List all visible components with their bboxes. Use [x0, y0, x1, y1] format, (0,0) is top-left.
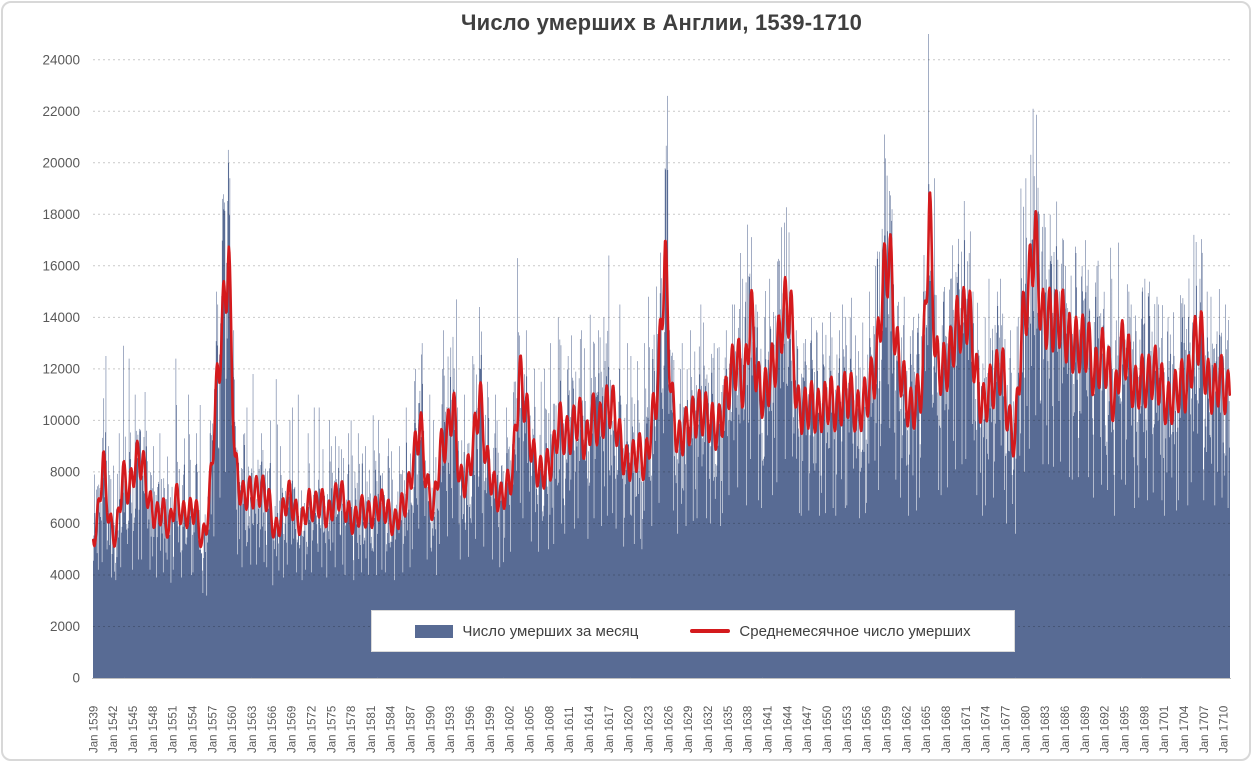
x-axis-label: Jan 1638 [743, 706, 755, 753]
x-axis-label: Jan 1575 [326, 706, 338, 753]
x-axis-label: Jan 1668 [941, 706, 953, 753]
legend-box: Число умерших за месяц Среднемесячное чи… [371, 610, 1015, 652]
y-axis-label: 16000 [42, 258, 80, 273]
line-series-swatch-icon [690, 629, 731, 633]
x-axis-label: Jan 1548 [148, 706, 160, 753]
x-axis-label: Jan 1590 [425, 706, 437, 753]
monthly-deaths-bars [93, 34, 1230, 678]
x-axis-label: Jan 1551 [168, 706, 180, 753]
x-axis-label: Jan 1581 [366, 706, 378, 753]
x-axis-label: Jan 1644 [782, 705, 794, 753]
x-axis-label: Jan 1683 [1040, 706, 1052, 753]
x-axis-label: Jan 1605 [525, 706, 537, 753]
bar-series-swatch-icon [415, 624, 454, 638]
legend-label-line: Среднемесячное число умерших [739, 622, 971, 640]
x-axis-label: Jan 1587 [406, 706, 418, 753]
y-axis-label: 4000 [50, 568, 80, 583]
y-axis-label: 0 [72, 671, 80, 686]
y-axis-label: 14000 [42, 310, 80, 325]
average-line-series [91, 191, 1232, 549]
x-axis-label: Jan 1620 [624, 706, 636, 753]
x-axis-label: Jan 1608 [544, 706, 556, 753]
y-axis-label: 8000 [50, 464, 80, 479]
x-axis-label: Jan 1701 [1159, 706, 1171, 753]
x-axis-label: Jan 1566 [267, 706, 279, 753]
x-axis-label: Jan 1659 [882, 706, 894, 753]
x-axis-label: Jan 1674 [981, 705, 993, 753]
x-axis-label: Jan 1647 [802, 706, 814, 753]
x-axis-label: Jan 1557 [207, 706, 219, 753]
x-axis-label: Jan 1626 [663, 706, 675, 753]
chart-title: Число умерших в Англии, 1539-1710 [460, 10, 863, 35]
x-axis-label: Jan 1617 [604, 706, 616, 753]
x-axis-label: Jan 1539 [88, 706, 100, 753]
x-axis-label: Jan 1689 [1080, 706, 1092, 753]
x-axis-label: Jan 1545 [128, 706, 140, 753]
y-axis-label: 22000 [42, 104, 80, 119]
y-axis-label: 18000 [42, 207, 80, 222]
x-axis-label: Jan 1572 [306, 706, 318, 753]
x-axis-label: Jan 1584 [386, 705, 398, 753]
x-axis-label: Jan 1596 [465, 706, 477, 753]
x-axis-label: Jan 1623 [644, 706, 656, 753]
x-axis-label: Jan 1662 [901, 706, 913, 753]
x-axis-label: Jan 1650 [822, 706, 834, 753]
x-axis-label: Jan 1695 [1120, 706, 1132, 753]
x-axis-label: Jan 1665 [921, 706, 933, 753]
x-axis-label: Jan 1686 [1060, 706, 1072, 753]
y-axis-label: 20000 [42, 155, 80, 170]
x-axis-label: Jan 1710 [1219, 706, 1231, 753]
x-axis-label: Jan 1692 [1100, 706, 1112, 753]
y-axis-label: 12000 [42, 361, 80, 376]
x-axis-label: Jan 1614 [584, 705, 596, 753]
x-axis-label: Jan 1593 [445, 706, 457, 753]
x-axis-label: Jan 1542 [108, 706, 120, 753]
x-axis-label: Jan 1641 [763, 706, 775, 753]
y-axis-labels: 0 2000 4000 6000 8000 10000 12000 14000 16000 180… [42, 52, 80, 685]
x-axis-label: Jan 1635 [723, 706, 735, 753]
x-axis-label: Jan 1632 [703, 706, 715, 753]
x-axis-label: Jan 1671 [961, 706, 973, 753]
x-axis-label: Jan 1560 [227, 706, 239, 753]
x-axis-label: Jan 1704 [1179, 705, 1191, 753]
x-axis-label: Jan 1599 [485, 706, 497, 753]
x-axis-label: Jan 1656 [862, 706, 874, 753]
x-axis-label: Jan 1698 [1139, 706, 1151, 753]
legend-item-bars: Число умерших за месяц [415, 623, 638, 640]
x-axis-label: Jan 1707 [1199, 706, 1211, 753]
y-axis-label: 10000 [42, 413, 80, 428]
x-axis-label: Jan 1680 [1020, 706, 1032, 753]
x-axis-labels: Jan 1539 Jan 1542 Jan 1545 Jan 1548 Jan 1551… [88, 705, 1230, 753]
y-axis-label: 24000 [42, 52, 80, 67]
legend-label-bars: Число умерших за месяц [462, 622, 639, 640]
y-axis-label: 2000 [50, 619, 80, 634]
average-monthly-deaths-line [91, 191, 1232, 549]
x-axis-label: Jan 1602 [505, 706, 517, 753]
x-axis-label: Jan 1677 [1001, 706, 1013, 753]
legend-item-line: Среднемесячное число умерших [690, 622, 971, 640]
x-axis-label: Jan 1563 [247, 706, 259, 753]
x-axis-label: Jan 1569 [287, 706, 299, 753]
x-axis-label: Jan 1653 [842, 706, 854, 753]
x-axis-label: Jan 1611 [564, 707, 576, 753]
x-axis-label: Jan 1554 [187, 705, 199, 753]
bar-series [93, 34, 1230, 678]
x-axis-label: Jan 1629 [683, 706, 695, 753]
y-axis-label: 6000 [50, 516, 80, 531]
x-axis-label: Jan 1578 [346, 706, 358, 753]
